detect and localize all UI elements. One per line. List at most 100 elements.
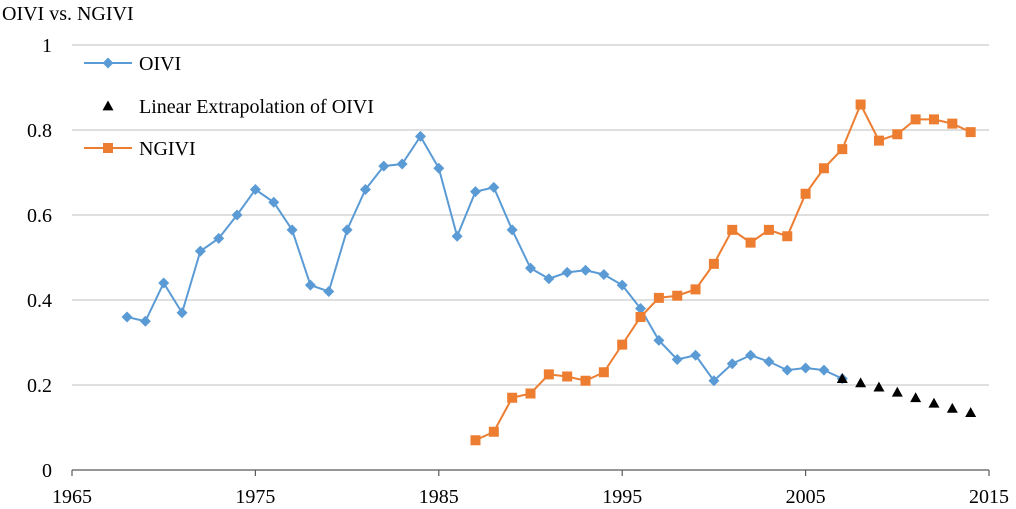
- ngivi-point: [690, 284, 701, 295]
- x-tick-label: 1995: [602, 486, 642, 508]
- ngivi-point: [837, 144, 848, 155]
- oivi-point: [414, 130, 426, 142]
- oivi-point: [690, 349, 702, 361]
- ngivi-point: [488, 426, 499, 437]
- ngivi-point: [598, 367, 609, 378]
- ngivi-point: [800, 188, 811, 199]
- linear-extrapolation-of-oivi-point: [965, 407, 977, 418]
- oivi-point: [378, 160, 390, 172]
- oivi-point: [323, 286, 335, 297]
- linear-extrapolation-of-oivi-point: [891, 386, 903, 397]
- ngivi-point: [818, 163, 829, 174]
- y-tick-label: 0.2: [27, 375, 52, 397]
- ngivi-point: [910, 114, 921, 125]
- oivi-point: [726, 358, 738, 370]
- oivi-point: [176, 307, 188, 319]
- legend-oivi-marker: [102, 57, 114, 69]
- oivi-point: [635, 303, 647, 314]
- x-tick-labels: 1965 1975 1985 1995 2005 2015: [52, 486, 1009, 508]
- linear-extrapolation-of-oivi-point: [855, 377, 867, 388]
- oivi-point: [525, 262, 536, 274]
- series-lines: [126, 102, 972, 442]
- oivi-point: [268, 196, 280, 208]
- ngivi-point: [727, 224, 738, 235]
- legend: OIVI Linear Extrapolation of OIVI NGIVI: [84, 53, 374, 160]
- x-tick-label: 2005: [786, 486, 826, 508]
- oivi-point: [818, 364, 830, 376]
- oivi-point: [249, 184, 261, 195]
- ngivi-point: [507, 392, 518, 403]
- oivi-point: [158, 277, 170, 289]
- oivi-point: [433, 162, 445, 174]
- ngivi-point: [947, 118, 958, 129]
- ngivi-point: [653, 292, 664, 303]
- oivi-point: [469, 186, 481, 198]
- x-tick-label: 2015: [969, 486, 1009, 508]
- oivi-point: [213, 232, 225, 244]
- series-markers: [121, 99, 977, 446]
- chart-title: OIVI vs. NGIVI: [2, 3, 134, 25]
- ngivi-point: [617, 339, 628, 350]
- ngivi-point: [745, 237, 756, 248]
- oivi-point: [561, 266, 573, 278]
- y-tick-label: 0: [42, 460, 52, 482]
- axes: [71, 469, 990, 476]
- oivi-point: [800, 362, 812, 374]
- oivi-point: [598, 269, 610, 280]
- legend-oivi-label: OIVI: [139, 53, 181, 75]
- oivi-point: [488, 181, 500, 193]
- ngivi-point: [855, 99, 866, 110]
- ngivi-point: [525, 388, 536, 399]
- y-tick-label: 0.4: [27, 290, 52, 312]
- legend-ngivi-marker: [103, 143, 113, 153]
- oivi-point: [580, 264, 592, 276]
- ngivi-point: [470, 435, 481, 446]
- ngivi-point: [708, 258, 719, 269]
- ngivi-point: [543, 369, 554, 380]
- ngivi-point: [672, 290, 683, 301]
- ngivi-line: [475, 102, 972, 442]
- oivi-point: [396, 158, 408, 170]
- y-tick-labels: 0 0.2 0.4 0.6 0.8 1: [27, 35, 52, 482]
- oivi-point: [359, 184, 371, 195]
- ngivi-point: [873, 135, 884, 146]
- legend-linear-extrapolation-of-oivi-marker: [102, 100, 114, 111]
- oivi-point: [341, 224, 353, 236]
- oivi-point: [451, 230, 463, 242]
- oivi-point: [139, 315, 151, 327]
- oivi-line: [126, 134, 843, 383]
- ngivi-point: [635, 312, 646, 322]
- y-tick-label: 0.6: [27, 205, 52, 227]
- oivi-point: [763, 356, 775, 368]
- ngivi-point: [965, 127, 976, 138]
- ngivi-point: [782, 231, 793, 242]
- oivi-point: [121, 311, 133, 323]
- ngivi-point: [562, 371, 573, 382]
- linear-extrapolation-of-oivi-point: [873, 381, 885, 392]
- ngivi-point: [580, 375, 591, 386]
- x-tick-label: 1965: [52, 486, 92, 508]
- oivi-point: [286, 224, 298, 236]
- x-tick-label: 1975: [235, 486, 275, 508]
- ngivi-point: [763, 224, 774, 235]
- oivi-point: [616, 279, 628, 291]
- legend-ngivi-label: NGIVI: [139, 138, 196, 160]
- linear-extrapolation-of-oivi-point: [946, 402, 958, 413]
- oivi-point: [304, 279, 316, 291]
- y-tick-label: 0.8: [27, 120, 52, 142]
- ngivi-point: [892, 129, 903, 140]
- oivi-point: [506, 224, 518, 236]
- oivi-point: [745, 349, 757, 361]
- y-tick-label: 1: [42, 35, 52, 57]
- gridlines: [72, 44, 989, 386]
- oivi-point: [671, 354, 683, 365]
- oivi-point: [194, 245, 206, 257]
- oivi-point: [781, 364, 793, 376]
- oivi-point: [543, 273, 555, 285]
- legend-linear-extrapolation-of-oivi-label: Linear Extrapolation of OIVI: [139, 96, 374, 118]
- x-tick-label: 1985: [419, 486, 459, 508]
- oivi-point: [653, 334, 665, 346]
- oivi-point: [708, 375, 720, 387]
- oivi-point: [231, 209, 243, 221]
